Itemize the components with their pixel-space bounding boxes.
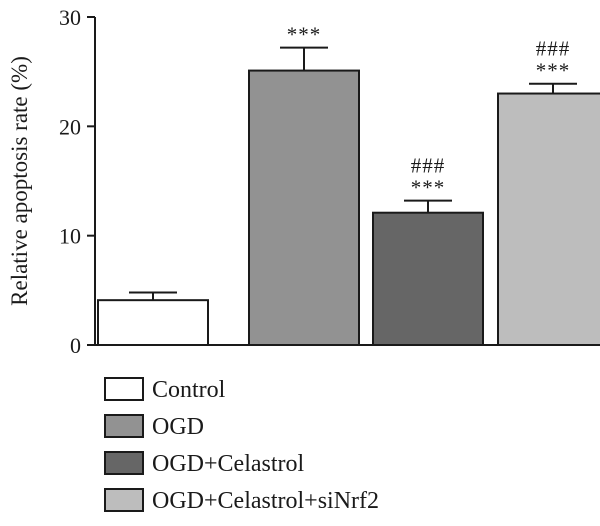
significance-label: ### (411, 154, 446, 178)
significance-label: ### (536, 37, 571, 61)
legend-item: OGD (104, 414, 204, 440)
legend-swatch (104, 488, 144, 512)
significance-label: *** (411, 176, 446, 200)
y-tick-label: 20 (59, 114, 81, 139)
legend-label: Control (152, 377, 226, 403)
plot-area: ***###***###*** (97, 23, 600, 347)
legend-swatch (104, 414, 144, 438)
legend: Control OGD OGD+Celastrol OGD+Celastrol+siN… (104, 377, 379, 514)
legend-item: OGD+Celastrol (104, 451, 305, 477)
y-tick-label: 30 (59, 5, 81, 30)
y-axis: 0 10 20 30 (59, 5, 599, 358)
legend-swatch (104, 377, 144, 401)
significance-label: *** (536, 59, 571, 83)
y-tick-label: 10 (59, 224, 81, 249)
y-tick-label: 0 (70, 333, 81, 358)
bar (497, 92, 600, 346)
bar (248, 69, 360, 346)
y-axis-title: Relative apoptosis rate (%) (7, 56, 32, 306)
legend-swatch (104, 451, 144, 475)
bar (372, 211, 484, 346)
significance-label: *** (287, 23, 322, 47)
legend-label: OGD (152, 414, 204, 440)
bar (97, 299, 209, 347)
legend-item: OGD+Celastrol+siNrf2 (104, 488, 379, 514)
legend-label: OGD+Celastrol (152, 451, 305, 477)
legend-label: OGD+Celastrol+siNrf2 (152, 488, 379, 514)
legend-item: Control (104, 377, 226, 403)
